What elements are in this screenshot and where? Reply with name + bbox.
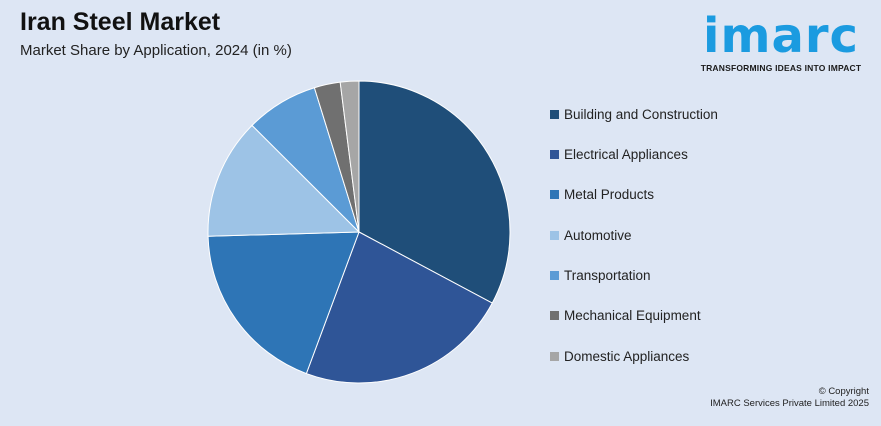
imarc-logo: imarc TRANSFORMING IDEAS INTO IMPACT — [691, 12, 871, 73]
legend-label: Mechanical Equipment — [564, 308, 701, 324]
legend-swatch — [550, 311, 559, 321]
legend-label: Metal Products — [564, 187, 655, 203]
legend-item: Building and Construction — [550, 104, 718, 124]
legend-swatch — [550, 149, 559, 159]
legend-label: Building and Construction — [564, 106, 718, 122]
copyright-line-2: IMARC Services Private Limited 2025 — [710, 398, 869, 409]
pie-slice-metal-products — [207, 231, 360, 375]
pie-slice-domestic-appliances — [339, 80, 360, 233]
legend-item: Electrical Appliances — [550, 144, 718, 164]
legend-item: Transportation — [550, 266, 718, 286]
logo-tagline: TRANSFORMING IDEAS INTO IMPACT — [700, 63, 862, 73]
legend-label: Electrical Appliances — [564, 146, 688, 162]
legend-swatch — [550, 190, 559, 200]
legend-item: Automotive — [550, 225, 718, 245]
legend-swatch — [550, 109, 559, 119]
legend-item: Metal Products — [550, 185, 718, 205]
logo-wordmark: imarc — [703, 8, 859, 64]
pie-slice-building-and-construction — [358, 80, 511, 304]
legend-label: Domestic Appliances — [564, 348, 690, 364]
chart-title: Iran Steel Market — [20, 8, 221, 36]
copyright-line-1: © Copyright — [818, 386, 869, 397]
legend-item: Domestic Appliances — [550, 346, 718, 366]
pie-chart — [207, 80, 511, 384]
copyright-notice: © Copyright IMARC Services Private Limit… — [710, 386, 869, 410]
legend-swatch — [550, 351, 559, 361]
legend-item: Mechanical Equipment — [550, 306, 718, 326]
pie-slice-electrical-appliances — [305, 231, 493, 384]
pie-slice-automotive — [207, 124, 361, 237]
legend-label: Automotive — [564, 227, 632, 243]
legend-swatch — [550, 271, 559, 281]
legend-label: Transportation — [564, 268, 651, 284]
chart-subtitle: Market Share by Application, 2024 (in %) — [20, 42, 292, 59]
chart-legend: Building and Construction Electrical Appl… — [550, 104, 718, 387]
legend-swatch — [550, 230, 559, 240]
